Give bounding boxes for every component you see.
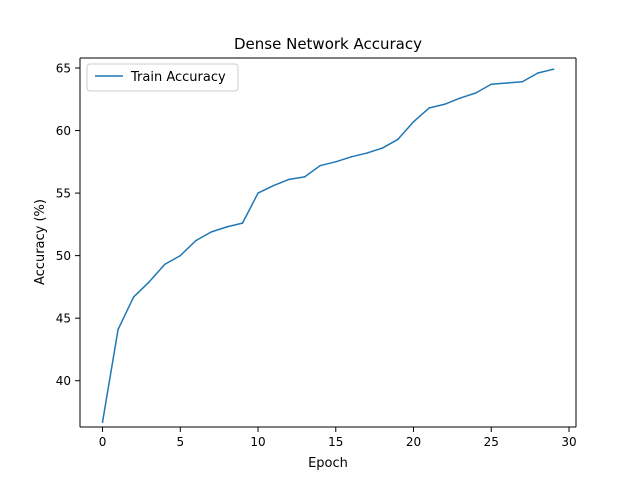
data-point xyxy=(195,239,197,242)
data-point xyxy=(506,82,508,84)
y-axis-label: Accuracy (%) xyxy=(33,199,48,285)
y-tick-label: 60 xyxy=(56,124,71,138)
data-point xyxy=(210,231,213,233)
x-tick-label: 15 xyxy=(328,435,343,449)
x-axis-ticks: 0 5 10 15 20 25 30 xyxy=(99,427,577,449)
data-point xyxy=(381,147,384,149)
data-point xyxy=(335,161,337,163)
x-tick-label: 0 xyxy=(99,435,107,449)
data-point xyxy=(319,164,321,167)
y-tick-label: 50 xyxy=(56,249,71,263)
y-axis-ticks: 40 45 50 55 60 65 xyxy=(56,62,80,388)
data-point xyxy=(179,254,182,257)
y-tick-label: 45 xyxy=(56,312,71,326)
data-point xyxy=(474,92,477,94)
chart-marks xyxy=(101,68,555,423)
data-point xyxy=(148,281,150,283)
y-tick-label: 40 xyxy=(56,374,71,388)
x-axis-label: Epoch xyxy=(308,456,348,471)
data-point xyxy=(241,222,244,224)
data-point xyxy=(366,152,368,154)
legend: Train Accuracy xyxy=(86,63,239,92)
axes-frame xyxy=(79,57,577,428)
data-point xyxy=(272,184,275,187)
x-tick-label: 20 xyxy=(406,435,421,449)
data-point xyxy=(443,103,446,106)
data-point xyxy=(132,296,135,298)
data-point xyxy=(397,138,399,141)
chart-title: Dense Network Accuracy xyxy=(234,35,422,53)
data-point xyxy=(163,263,166,266)
data-point xyxy=(257,192,259,194)
data-point xyxy=(101,421,104,423)
data-point xyxy=(412,121,415,123)
data-point xyxy=(117,328,119,331)
x-tick-label: 5 xyxy=(176,435,184,449)
data-point xyxy=(490,83,493,86)
data-point xyxy=(350,156,353,158)
x-tick-label: 10 xyxy=(250,435,265,449)
x-tick-label: 30 xyxy=(561,435,576,449)
data-point xyxy=(552,68,555,71)
data-point xyxy=(537,72,539,74)
series-line-train-accuracy xyxy=(101,68,555,423)
legend-box xyxy=(86,63,239,92)
data-point xyxy=(428,107,430,109)
data-point xyxy=(303,176,306,178)
y-tick-label: 65 xyxy=(56,62,71,76)
data-point xyxy=(288,178,290,181)
legend-label-train-accuracy: Train Accuracy xyxy=(130,70,226,85)
data-point xyxy=(521,81,524,83)
data-point xyxy=(226,226,228,228)
x-tick-label: 25 xyxy=(484,435,499,449)
plot-area xyxy=(80,58,576,427)
data-point xyxy=(459,97,461,99)
y-tick-label: 55 xyxy=(56,187,71,201)
